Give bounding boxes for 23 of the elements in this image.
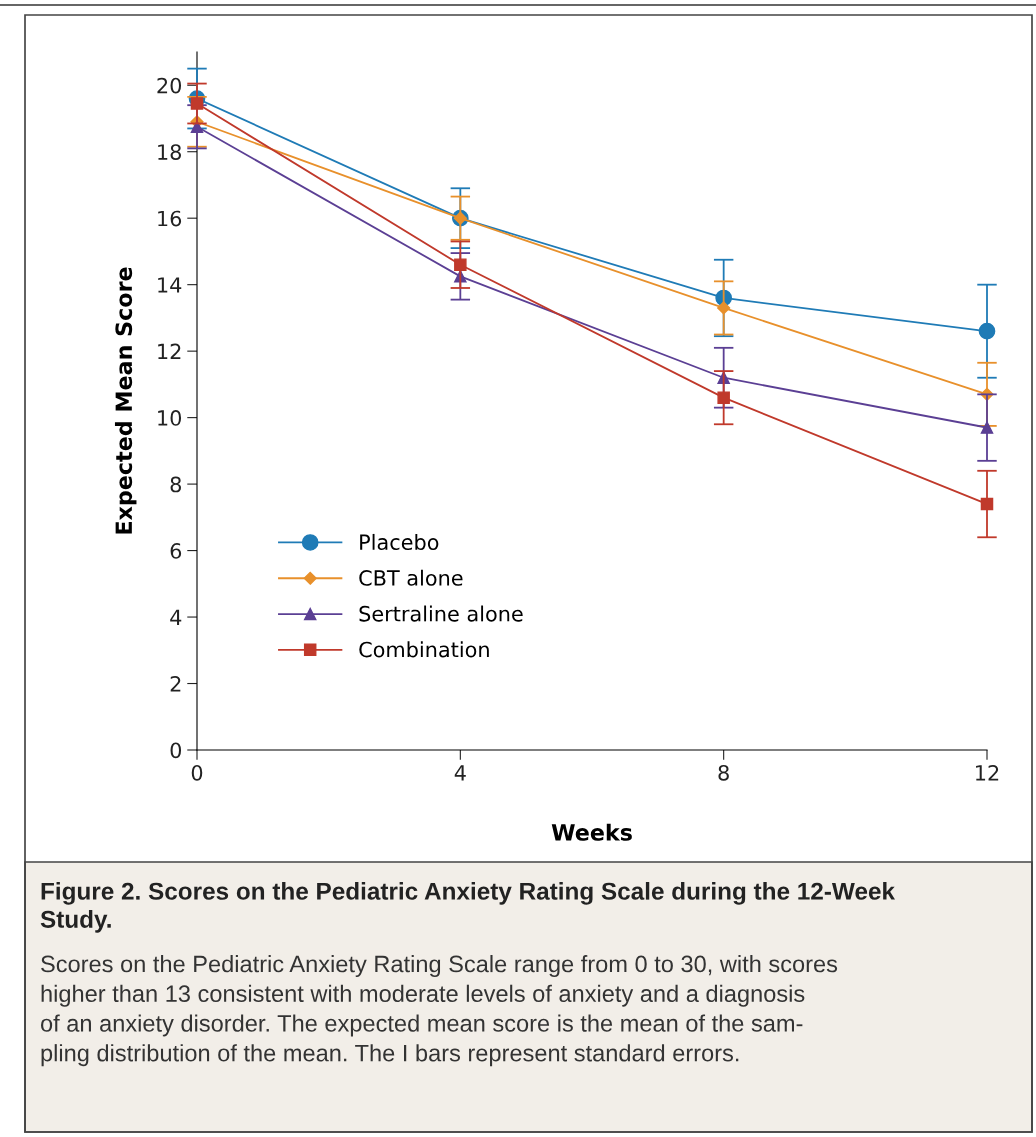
y-tick-label: 12 — [158, 343, 181, 360]
x-axis-title: Weeks — [551, 823, 632, 841]
legend-label: Placebo — [360, 533, 439, 551]
y-tick-label: 18 — [158, 144, 181, 160]
y-tick-label: 10 — [158, 410, 182, 426]
y-tick-label: 2 — [170, 675, 181, 692]
x-tick-label: 4 — [454, 765, 466, 781]
x-tick-label: 12 — [976, 764, 999, 781]
legend-label: Combination — [359, 641, 489, 658]
text: Scores on the Pediatric Anxiety Rating Scale range from 0 to 30, with scores higher than 13 consistent with moderate levels of anxiety and a diagnosis of an anxiety disorder. The expected mean score is the mean of the sam- pling distribution of the mean. The I bars represent standard errors. — [40, 955, 838, 1067]
y-tick-label: 14 — [158, 277, 182, 293]
y-tick-label: 4 — [170, 609, 182, 625]
y-tick-label: 16 — [158, 210, 182, 227]
legend-label: Sertraline alone — [359, 605, 523, 622]
y-tick-label: 0 — [170, 742, 182, 759]
x-tick-label: 8 — [718, 764, 729, 781]
x-tick-label: 0 — [191, 764, 203, 781]
y-tick-label: 20 — [157, 77, 182, 94]
y-axis-title: Expected Mean Score — [114, 267, 137, 534]
text: Figure 2. Scores on the Pediatric Anxiety Rating Scale during the 12-Week Study. — [40, 882, 896, 933]
legend-label: CBT alone — [359, 569, 463, 586]
y-tick-label: 6 — [170, 543, 182, 559]
y-tick-label: 8 — [170, 476, 181, 493]
